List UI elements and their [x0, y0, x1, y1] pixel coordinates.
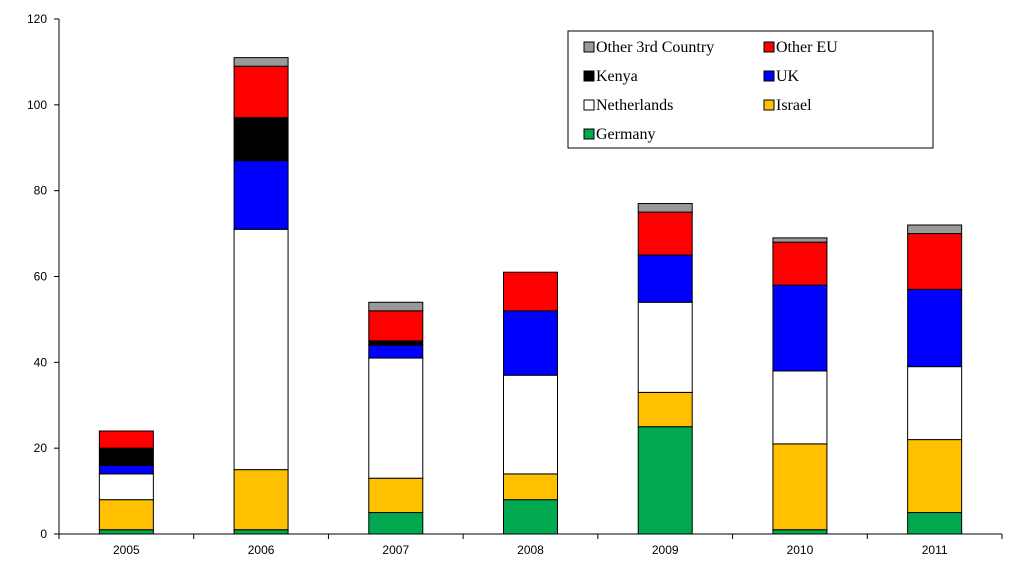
legend-swatch-kenya [583, 70, 595, 82]
bar-segment-uk-2011 [907, 288, 963, 368]
bar-segment-israel-2010 [772, 443, 828, 531]
bars-layer [98, 57, 963, 535]
bar-segment-netherlands-2006 [233, 228, 289, 471]
x-tick-label: 2008 [517, 543, 544, 557]
bar-segment-other-eu-2006 [233, 65, 289, 119]
bar-segment-uk-2008 [503, 310, 558, 376]
bar-segment-netherlands-2009 [637, 301, 693, 393]
legend-swatch-israel [763, 99, 775, 111]
bar-segment-other-eu-2009 [637, 211, 693, 256]
y-tick-label: 100 [27, 98, 47, 112]
legend-label-uk: UK [776, 68, 800, 85]
legend-swatch-germany [583, 128, 595, 140]
bar-segment-other-3rd-country-2007 [368, 301, 424, 312]
bar-segment-other-3rd-country-2009 [637, 203, 693, 213]
bar-segment-germany-2008 [503, 499, 558, 535]
bar-segment-kenya-2005 [98, 447, 154, 466]
bar-segment-germany-2010 [772, 529, 828, 535]
bar-segment-netherlands-2011 [907, 366, 963, 441]
bar-segment-netherlands-2007 [368, 357, 424, 479]
legend-label-israel: Israel [776, 97, 812, 114]
y-tick-label: 120 [27, 12, 47, 26]
x-tick-label: 2011 [922, 543, 948, 557]
legend-swatch-netherlands [583, 99, 595, 111]
bar-segment-uk-2009 [637, 254, 693, 303]
x-tick-label: 2009 [652, 543, 679, 557]
x-tick-label: 2007 [382, 543, 409, 557]
y-tick-label: 0 [40, 527, 47, 541]
legend-box [567, 30, 934, 149]
legend-label-germany: Germany [596, 126, 656, 143]
legend-label-other-eu: Other EU [776, 39, 838, 56]
bar-segment-germany-2009 [637, 426, 693, 535]
bar-segment-other-eu-2007 [368, 310, 424, 342]
bar-segment-germany-2006 [233, 529, 289, 535]
bar-segment-uk-2006 [233, 160, 289, 230]
y-axis-ticks: 0 20 40 60 80 100 120 [27, 12, 59, 541]
bar-segment-israel-2008 [503, 473, 558, 501]
y-tick-label: 20 [34, 441, 48, 455]
bar-segment-israel-2005 [98, 499, 154, 531]
bar-segment-other-3rd-country-2006 [233, 57, 289, 67]
bar-segment-uk-2007 [368, 344, 424, 359]
bar-segment-other-eu-2011 [907, 233, 963, 290]
bar-segment-uk-2005 [98, 464, 154, 475]
bar-segment-israel-2007 [368, 477, 424, 514]
x-tick-label: 2006 [248, 543, 275, 557]
y-tick-label: 80 [34, 184, 48, 198]
bar-segment-germany-2011 [907, 512, 963, 535]
x-tick-label: 2005 [113, 543, 140, 557]
bar-segment-netherlands-2008 [503, 374, 558, 475]
bar-segment-germany-2005 [98, 529, 154, 535]
bar-segment-other-3rd-country-2010 [772, 237, 828, 243]
y-tick-label: 60 [34, 270, 48, 284]
legend-label-other-3rd-country: Other 3rd Country [596, 39, 714, 56]
bar-segment-kenya-2006 [233, 117, 289, 162]
bar-segment-other-3rd-country-2011 [907, 224, 963, 235]
bar-segment-israel-2011 [907, 439, 963, 514]
legend-label-netherlands: Netherlands [596, 97, 673, 114]
legend-label-kenya: Kenya [596, 68, 638, 85]
legend-swatch-uk [763, 70, 775, 82]
y-tick-label: 40 [34, 355, 48, 369]
legend: Other 3rd Country Other EU Kenya UK Netherla… [567, 30, 934, 149]
legend-swatch-other-3rd-country [583, 41, 595, 53]
bar-segment-israel-2006 [233, 469, 289, 531]
bar-segment-netherlands-2005 [98, 473, 154, 501]
bar-segment-netherlands-2010 [772, 370, 828, 445]
bar-segment-germany-2007 [368, 512, 424, 535]
bar-segment-other-eu-2008 [503, 271, 558, 312]
bar-segment-other-eu-2010 [772, 241, 828, 286]
bar-segment-israel-2009 [637, 391, 693, 428]
x-axis-ticks: 2005 2006 2007 2008 2009 2010 2011 [58, 534, 1003, 557]
legend-swatch-other-eu [763, 41, 775, 53]
bar-segment-other-eu-2005 [98, 430, 154, 449]
bar-segment-uk-2010 [772, 284, 828, 372]
bar-segment-kenya-2007 [368, 340, 424, 346]
x-tick-label: 2010 [787, 543, 814, 557]
